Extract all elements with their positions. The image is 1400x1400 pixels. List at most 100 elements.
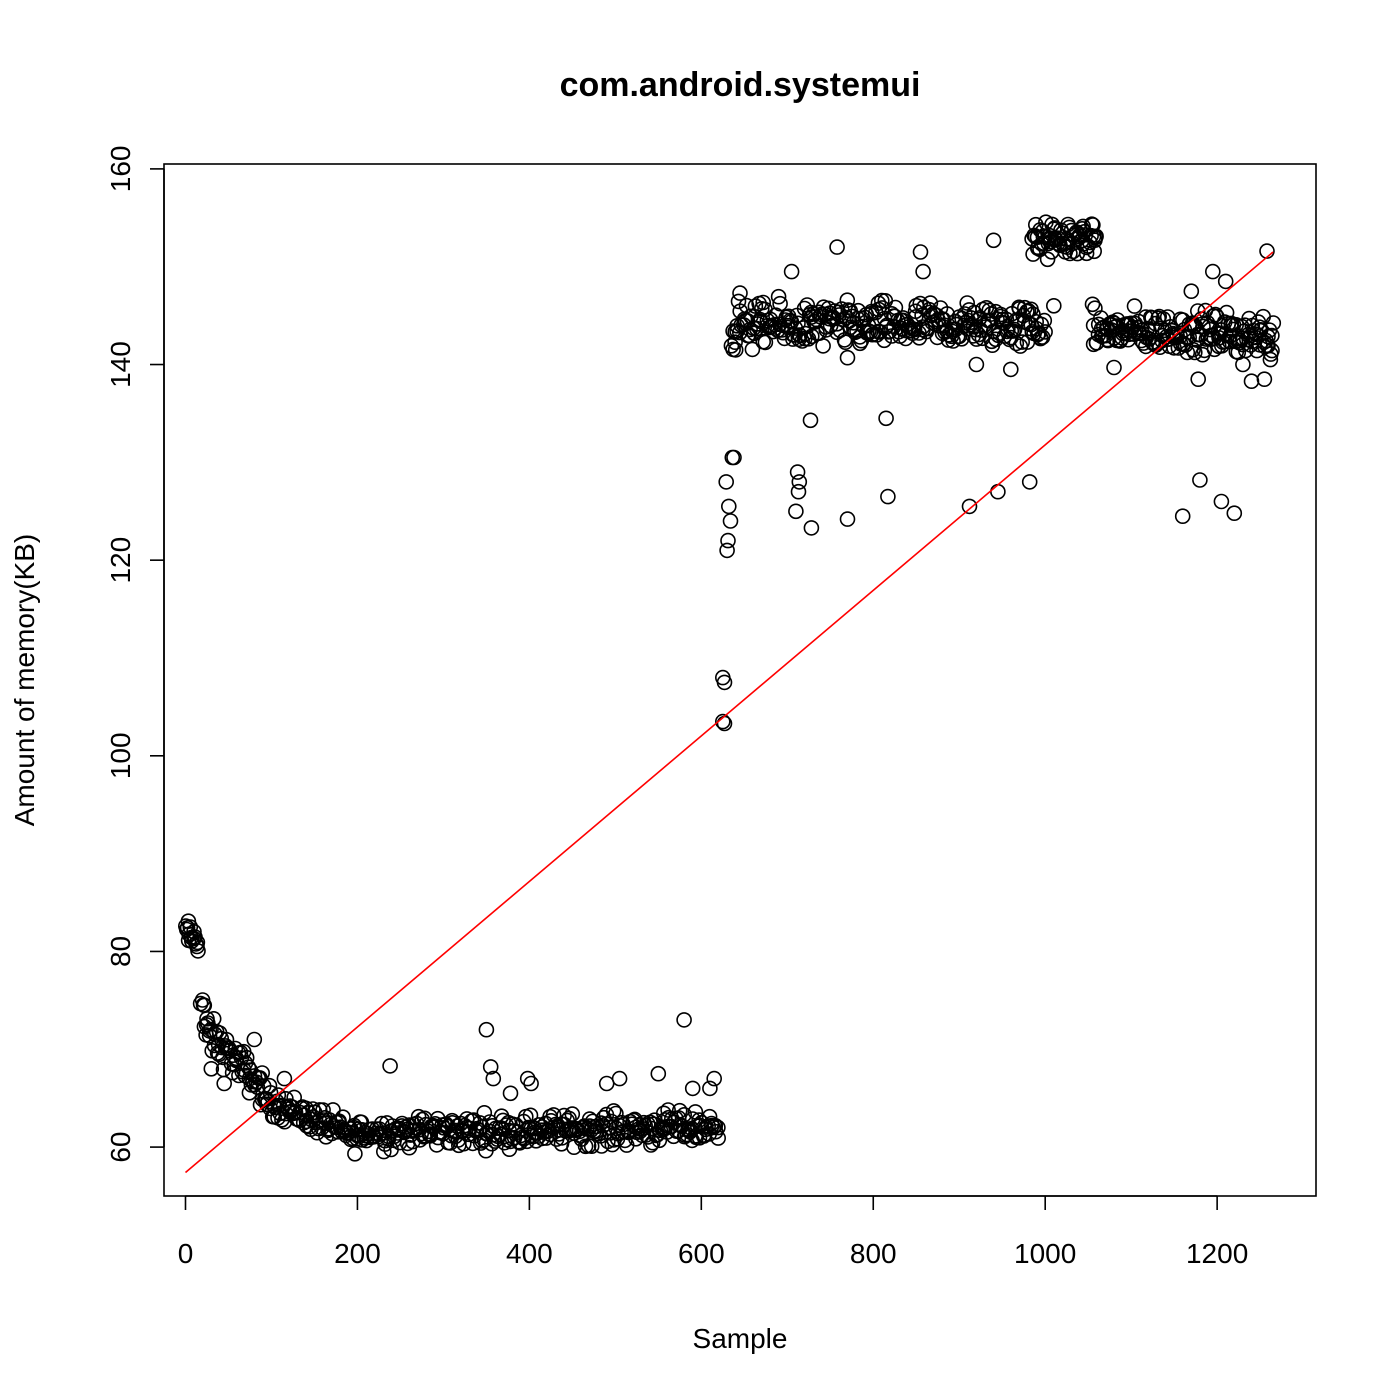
data-point — [676, 1107, 693, 1123]
data-point — [1159, 309, 1176, 325]
x-tick-label: 800 — [850, 1238, 897, 1269]
data-points — [178, 214, 1282, 1162]
data-point — [1014, 334, 1031, 350]
y-axis-label: Amount of memory(KB) — [9, 534, 40, 827]
data-point — [684, 1080, 701, 1097]
data-point — [1207, 306, 1224, 323]
data-point — [1039, 251, 1056, 268]
data-point — [564, 1106, 581, 1122]
data-point — [915, 263, 931, 280]
data-point — [471, 1122, 487, 1138]
data-point — [286, 1089, 303, 1106]
data-point — [1192, 472, 1208, 488]
data-point — [710, 1119, 726, 1136]
data-point — [382, 1058, 398, 1074]
data-point — [730, 293, 747, 310]
y-tick-label: 140 — [105, 341, 136, 388]
data-point — [1037, 324, 1053, 340]
data-point — [720, 532, 736, 549]
data-point — [1062, 245, 1078, 262]
data-point — [906, 321, 923, 338]
data-point — [660, 1102, 676, 1118]
data-point — [961, 498, 978, 515]
data-point — [732, 285, 748, 301]
data-point — [707, 1117, 724, 1134]
data-point — [722, 513, 739, 529]
data-point — [1213, 493, 1230, 510]
trend-line — [184, 251, 1274, 1174]
data-point — [1264, 342, 1280, 359]
x-tick-label: 200 — [334, 1238, 381, 1269]
data-point — [1002, 361, 1019, 378]
data-point — [1235, 356, 1251, 373]
data-point — [738, 297, 755, 314]
data-point — [706, 1070, 723, 1087]
data-point — [1198, 331, 1215, 347]
data-point — [1106, 359, 1122, 376]
data-point — [1075, 218, 1091, 235]
data-point — [190, 943, 206, 959]
y-tick-label: 100 — [105, 732, 136, 779]
data-point — [1209, 308, 1225, 325]
x-tick-label: 1000 — [1014, 1238, 1076, 1269]
data-point — [1046, 297, 1062, 314]
data-point — [1256, 371, 1273, 388]
data-point — [1046, 221, 1062, 237]
data-point — [968, 356, 985, 373]
data-point — [912, 244, 929, 260]
data-point — [254, 1065, 271, 1081]
data-point — [839, 292, 856, 309]
data-point — [833, 301, 850, 317]
data-point — [839, 511, 856, 527]
data-point — [744, 341, 761, 358]
data-point — [714, 713, 731, 730]
chart-title: com.android.systemui — [560, 66, 921, 104]
data-point — [1174, 508, 1191, 525]
data-point — [605, 1103, 622, 1119]
data-point — [755, 294, 772, 311]
data-point — [523, 1075, 539, 1092]
data-point — [218, 1031, 235, 1048]
data-point — [482, 1059, 499, 1075]
data-point — [790, 315, 806, 332]
y-tick-label: 60 — [105, 1132, 136, 1163]
data-point — [1151, 308, 1167, 325]
data-point — [417, 1116, 434, 1133]
x-axis: 0 200 400 600 800 1000 1200 — [178, 1195, 1248, 1269]
data-point — [676, 1012, 692, 1028]
data-point — [650, 1065, 667, 1082]
data-point — [1264, 327, 1280, 344]
data-point — [1088, 228, 1104, 245]
data-point — [189, 934, 206, 951]
data-point — [701, 1108, 718, 1125]
data-point — [718, 474, 735, 490]
data-point — [261, 1077, 278, 1094]
data-point — [990, 483, 1006, 500]
data-point — [762, 311, 779, 328]
data-point — [1036, 312, 1053, 329]
x-tick-label: 600 — [678, 1238, 725, 1269]
data-point — [216, 1075, 232, 1092]
data-point — [1185, 341, 1201, 358]
data-point — [789, 464, 806, 480]
data-point — [702, 1080, 718, 1097]
data-point — [1033, 316, 1050, 333]
data-point — [727, 334, 743, 351]
data-point — [1243, 373, 1260, 390]
data-point — [598, 1075, 615, 1092]
data-point — [815, 338, 831, 354]
data-point — [803, 520, 820, 536]
data-point — [1084, 296, 1101, 313]
data-point — [1217, 273, 1234, 290]
data-point — [1265, 315, 1282, 331]
trend-line-group — [184, 251, 1274, 1174]
data-point — [768, 307, 784, 324]
data-point — [710, 1130, 727, 1146]
y-tick-label: 120 — [105, 537, 136, 584]
data-point — [1183, 283, 1200, 300]
data-point — [720, 498, 737, 515]
data-point — [788, 503, 804, 520]
data-point — [476, 1105, 493, 1121]
data-point — [770, 288, 787, 305]
data-point — [791, 474, 808, 490]
